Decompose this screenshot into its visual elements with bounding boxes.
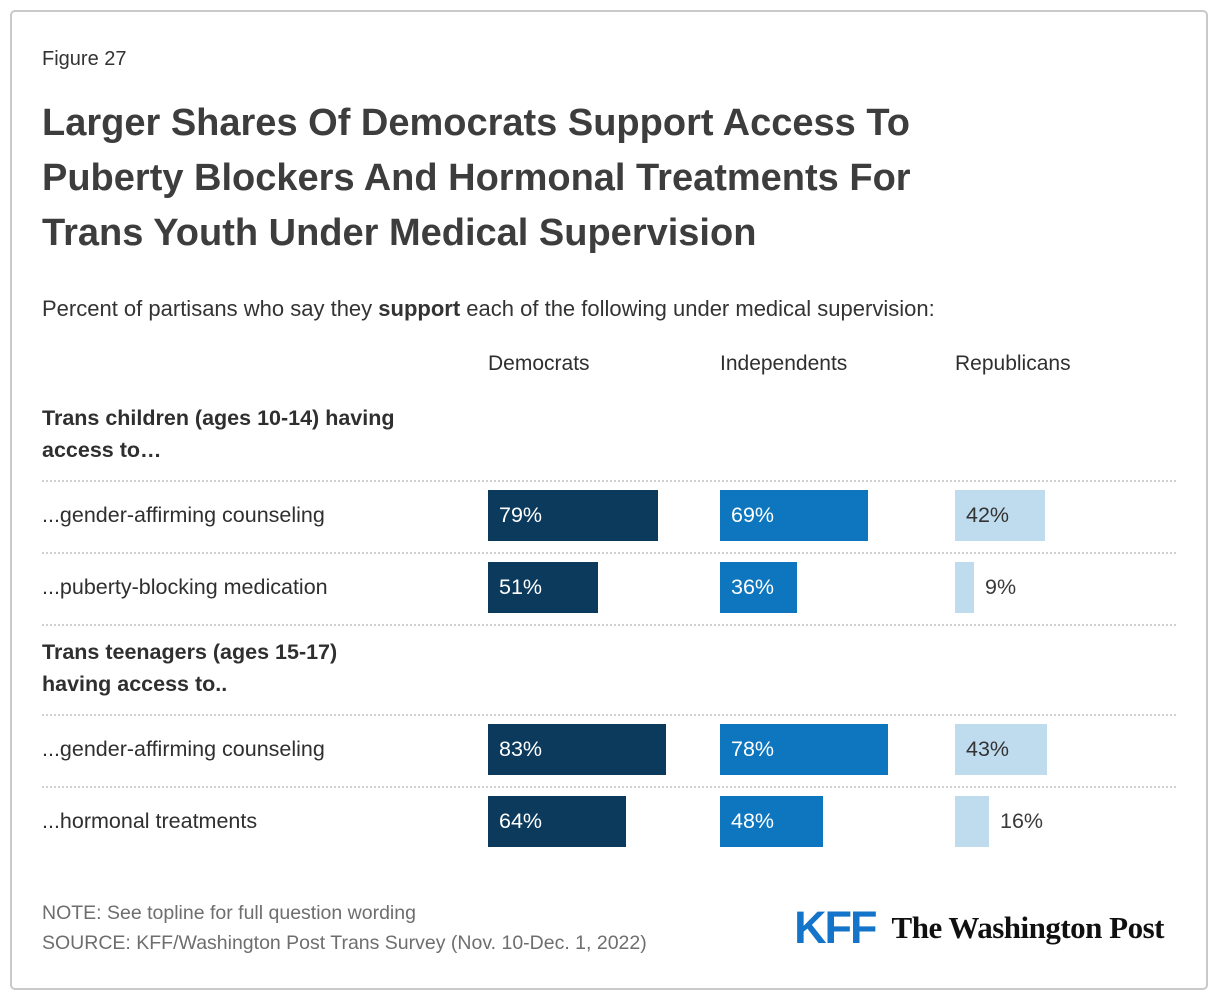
table-row: ...gender-affirming counseling 79% 69% 4… [42, 482, 1176, 554]
subtitle-suffix: each of the following under medical supe… [460, 296, 935, 321]
section-header-line: access to… [42, 438, 162, 462]
chart-title: Larger Shares Of Democrats Support Acces… [42, 96, 1176, 261]
bar-value-label: 16% [1000, 809, 1044, 833]
footer: NOTE: See topline for full question word… [42, 898, 1176, 958]
column-header-republicans: Republicans [955, 352, 1071, 375]
row-label: ...gender-affirming counseling [42, 503, 325, 527]
bar-fill [488, 796, 626, 847]
bar-value-label: 43% [966, 737, 1010, 761]
source-text: SOURCE: KFF/Washington Post Trans Survey… [42, 932, 647, 954]
bar-republicans: 43% [955, 724, 1176, 775]
column-header-democrats: Democrats [488, 352, 590, 375]
table-row: ...gender-affirming counseling 83% 78% 4… [42, 716, 1176, 788]
bar-republicans: 9% [955, 562, 1176, 613]
bar-fill [720, 562, 797, 613]
section-header-line: having access to.. [42, 672, 228, 696]
bar-independents: 48% [720, 796, 955, 847]
note-text: NOTE: See topline for full question word… [42, 902, 416, 924]
bar-fill [955, 490, 1045, 541]
bar-democrats: 83% [488, 724, 720, 775]
footer-logos: KFF The Washington Post [794, 902, 1176, 954]
row-label: ...puberty-blocking medication [42, 575, 328, 599]
bar-fill [488, 490, 658, 541]
figure-number: Figure 27 [42, 48, 127, 70]
bar-value-label: 83% [499, 737, 543, 761]
table-row: ...hormonal treatments 64% 48% 16% [42, 788, 1176, 858]
bar-fill [720, 796, 823, 847]
bar-fill [955, 562, 974, 613]
bar-fill [955, 796, 989, 847]
bar-independents: 69% [720, 490, 955, 541]
bar-independents: 36% [720, 562, 955, 613]
subtitle-bold-word: support [378, 296, 461, 321]
chart-subtitle: Percent of partisans who say they suppor… [42, 292, 1042, 325]
bar-fill [488, 562, 598, 613]
section-header-line: Trans teenagers (ages 15-17) [42, 640, 338, 664]
bar-value-label: 51% [499, 575, 543, 599]
bar-republicans: 42% [955, 490, 1176, 541]
figure-card: Figure 27 Larger Shares Of Democrats Sup… [10, 10, 1208, 990]
bar-fill [955, 724, 1047, 775]
kff-logo: KFF [794, 902, 877, 953]
section-header-trans-teenagers: Trans teenagers (ages 15-17) having acces… [42, 626, 1176, 716]
bar-value-label: 48% [731, 809, 775, 833]
bar-value-label: 79% [499, 503, 543, 527]
bar-chart: Democrats Independents Republicans Trans… [42, 352, 1176, 858]
bar-democrats: 79% [488, 490, 720, 541]
bar-fill [488, 724, 666, 775]
bar-value-label: 42% [966, 503, 1010, 527]
table-row: ...puberty-blocking medication 51% 36% 9… [42, 554, 1176, 626]
bar-democrats: 51% [488, 562, 720, 613]
row-label: ...gender-affirming counseling [42, 737, 325, 761]
bar-independents: 78% [720, 724, 955, 775]
bar-democrats: 64% [488, 796, 720, 847]
column-header-row: Democrats Independents Republicans [42, 352, 1176, 392]
subtitle-prefix: Percent of partisans who say they [42, 296, 379, 321]
bar-fill [720, 724, 888, 775]
bar-value-label: 64% [499, 809, 543, 833]
bar-republicans: 16% [955, 796, 1176, 847]
washington-post-logo: The Washington Post [891, 910, 1165, 945]
row-label: ...hormonal treatments [42, 809, 258, 833]
column-header-independents: Independents [720, 352, 848, 375]
title-line-1: Larger Shares Of Democrats Support Acces… [42, 102, 910, 144]
section-header-line: Trans children (ages 10-14) having [42, 406, 395, 430]
bar-value-label: 9% [985, 575, 1017, 599]
title-line-3: Trans Youth Under Medical Supervision [42, 212, 757, 254]
column-header-spacer [42, 352, 488, 376]
bar-value-label: 69% [731, 503, 775, 527]
footer-notes: NOTE: See topline for full question word… [42, 898, 647, 958]
title-line-2: Puberty Blockers And Hormonal Treatments… [42, 157, 911, 199]
bar-value-label: 78% [731, 737, 775, 761]
bar-value-label: 36% [731, 575, 775, 599]
bar-fill [720, 490, 868, 541]
section-header-trans-children: Trans children (ages 10-14) having access… [42, 392, 1176, 482]
